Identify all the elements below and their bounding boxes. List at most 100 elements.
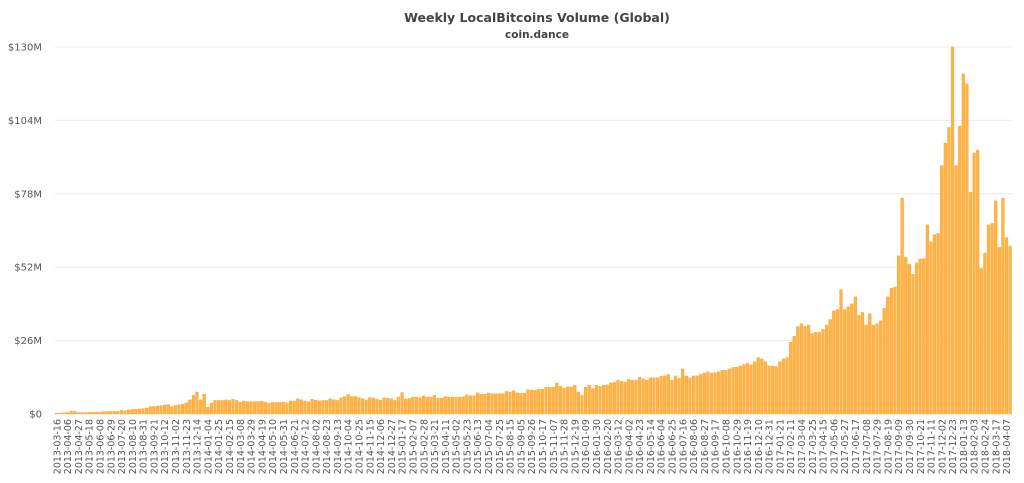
bar [749, 364, 753, 415]
bar [296, 398, 300, 415]
x-tick-label: 2016-08-06 [689, 419, 700, 474]
bar [137, 408, 142, 415]
x-tick-label: 2014-01-25 [214, 419, 225, 474]
x-tick-label: 2016-04-23 [635, 419, 646, 474]
bar [727, 368, 732, 415]
bar [619, 381, 624, 415]
bar [486, 392, 491, 415]
bar [508, 391, 512, 415]
bar [216, 400, 221, 415]
bar [170, 406, 174, 415]
bar [94, 411, 98, 415]
x-tick-label: 2014-11-15 [365, 419, 376, 474]
bar [332, 399, 336, 415]
bar [850, 303, 854, 415]
bar [814, 331, 818, 415]
x-tick-label: 2015-05-23 [462, 419, 473, 474]
bar [454, 396, 458, 415]
bar [501, 393, 505, 415]
x-tick-label: 2017-05-06 [829, 419, 840, 474]
x-tick-label: 2013-03-16 [52, 419, 63, 474]
x-tick-label: 2016-12-31 [765, 419, 776, 474]
x-tick-label: 2017-07-29 [873, 419, 884, 474]
bar [659, 375, 663, 415]
bar [83, 412, 88, 415]
bar [605, 384, 609, 415]
bar [681, 368, 685, 415]
bar [677, 378, 681, 415]
x-tick-label: 2015-07-04 [484, 419, 495, 474]
x-tick-label: 2018-04-07 [1002, 419, 1013, 474]
bar [360, 398, 365, 415]
x-tick-label: 2017-09-30 [905, 419, 916, 474]
bar [227, 400, 231, 415]
bar [860, 312, 865, 415]
x-tick-label: 2015-02-28 [419, 419, 430, 474]
bar [130, 409, 134, 415]
bar [476, 392, 480, 415]
bar [609, 382, 613, 415]
bar [288, 400, 293, 415]
bar [835, 309, 840, 415]
bar [468, 395, 473, 415]
bar [515, 392, 519, 415]
bars [55, 46, 1012, 415]
x-tick-label: 2016-06-04 [657, 419, 668, 474]
x-tick-label: 2013-11-02 [171, 419, 182, 474]
bar [278, 402, 282, 415]
bar [817, 331, 822, 415]
bar [544, 386, 548, 415]
y-tick-label: $26M [14, 336, 42, 347]
x-tick-label: 2018-02-03 [970, 419, 981, 474]
bar [720, 370, 724, 415]
bar [98, 411, 102, 415]
bar [537, 388, 541, 415]
bar [357, 397, 361, 415]
bar [497, 393, 501, 415]
bar [378, 399, 383, 415]
bar [551, 386, 555, 415]
bar [91, 412, 95, 415]
bar [670, 379, 674, 415]
x-tick-label: 2013-12-14 [193, 419, 204, 474]
bar [886, 296, 890, 415]
x-tick-label: 2017-03-25 [808, 419, 819, 474]
bar [976, 149, 980, 415]
bar [184, 402, 188, 415]
bar [832, 310, 836, 415]
bar [573, 385, 577, 415]
bar [346, 394, 350, 415]
x-tick-label: 2017-12-02 [937, 419, 948, 474]
x-tick-label: 2015-09-05 [516, 419, 527, 474]
bar [896, 255, 901, 415]
y-tick-label: $104M [8, 116, 42, 127]
bar [799, 323, 804, 415]
bar [950, 46, 955, 415]
bar [436, 397, 440, 415]
x-tick-label: 2017-04-15 [819, 419, 830, 474]
bar [127, 409, 131, 415]
bar [234, 400, 239, 415]
bar [753, 361, 757, 415]
x-tick-label: 2013-08-31 [139, 419, 150, 474]
x-tick-label: 2013-10-12 [160, 419, 171, 474]
bar [396, 396, 401, 415]
bar [76, 412, 80, 415]
bar [252, 401, 257, 415]
bar [87, 412, 91, 415]
x-tick-label: 2018-03-17 [991, 419, 1002, 474]
bar [191, 395, 196, 415]
bar [371, 397, 375, 415]
bar [925, 224, 929, 415]
bar [810, 333, 814, 415]
bar [418, 397, 422, 415]
x-tick-label: 2015-05-02 [452, 419, 463, 474]
chart-subtitle: coin.dance [505, 29, 569, 41]
x-tick-label: 2016-09-17 [711, 419, 722, 474]
bar [274, 402, 278, 415]
y-axis: $0 $26M $52M $78M $104M $130M [8, 43, 42, 421]
bar [565, 386, 570, 415]
bar [663, 375, 667, 415]
bar [224, 399, 228, 415]
